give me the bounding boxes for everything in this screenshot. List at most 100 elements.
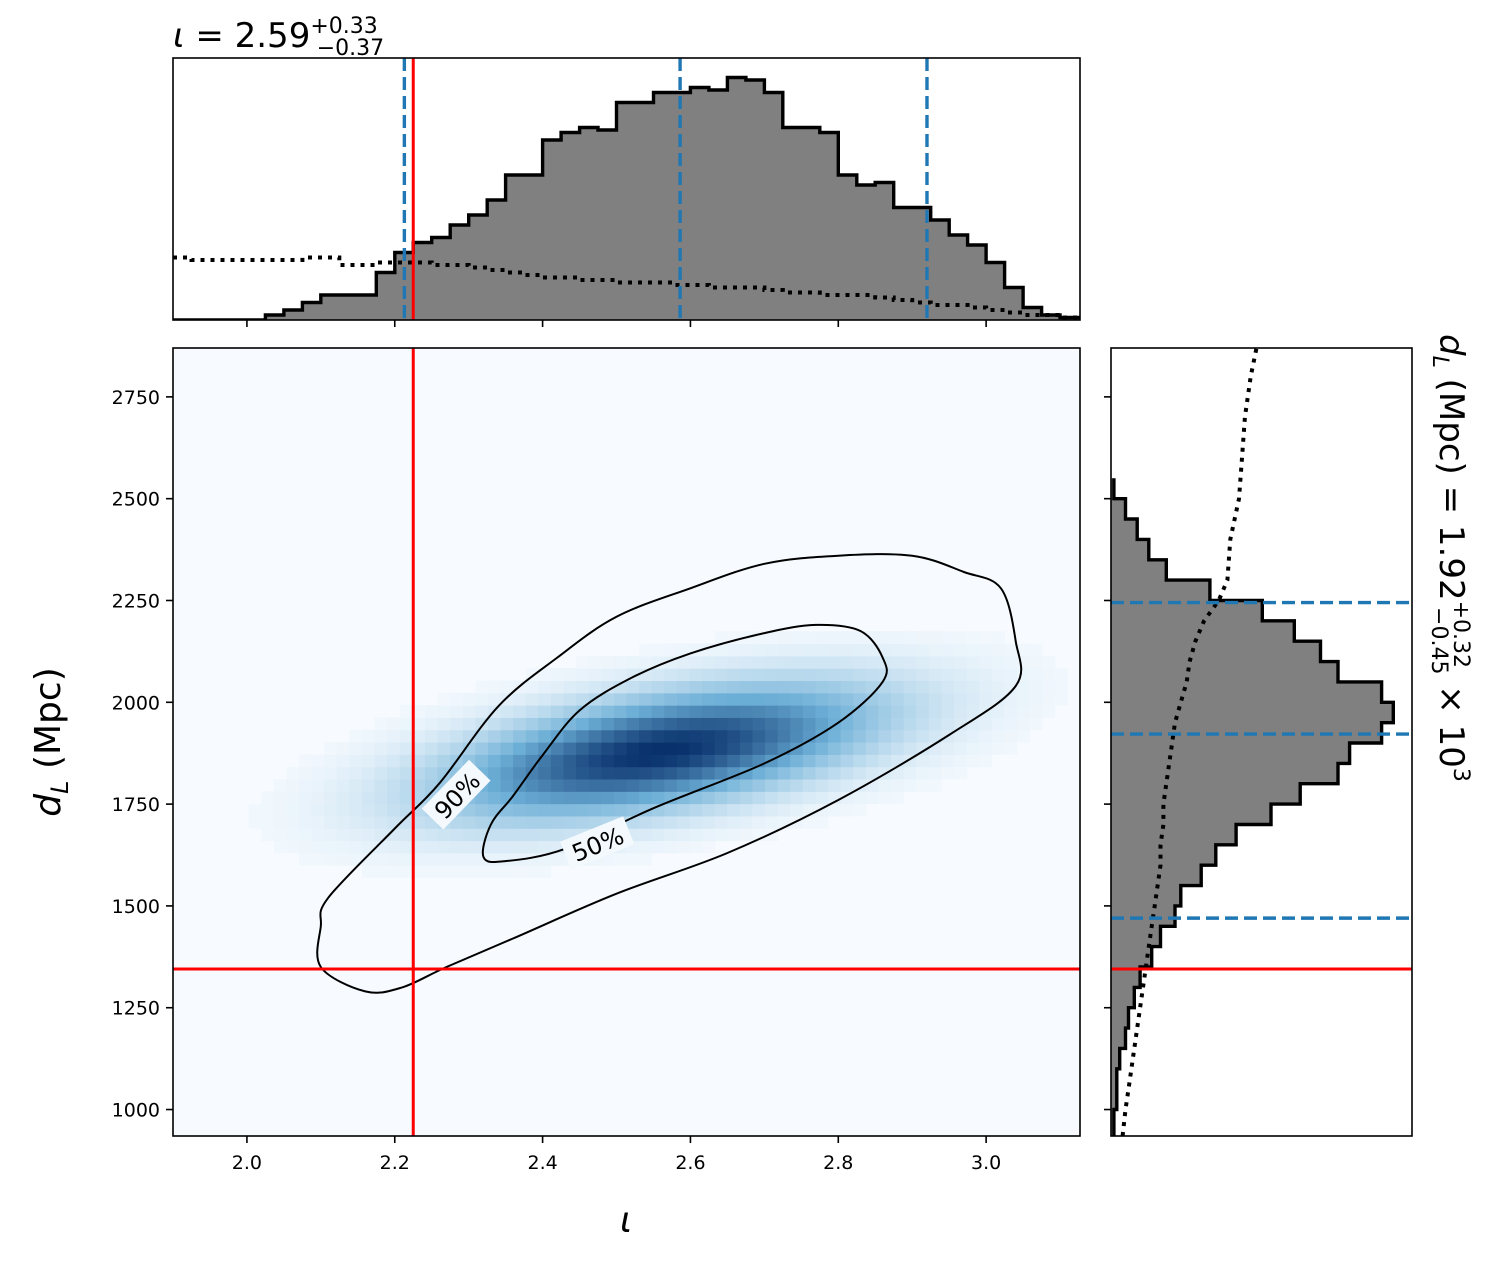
density-cell <box>702 828 716 842</box>
density-cell <box>979 754 993 768</box>
density-cell <box>752 791 766 805</box>
contour-50-line <box>481 623 888 864</box>
density-cell <box>664 692 678 706</box>
density-cell <box>916 668 930 682</box>
density-cell <box>777 803 791 817</box>
density-cell <box>739 729 754 743</box>
density-cell <box>916 742 930 755</box>
density-cell <box>714 668 728 682</box>
density-cell <box>676 803 691 817</box>
density-cell <box>626 852 640 866</box>
density-cell <box>286 815 300 829</box>
density-cell <box>1042 705 1056 718</box>
density-cell <box>979 742 993 755</box>
density-cell <box>891 742 905 755</box>
iota-title-symbol: ι <box>173 16 185 56</box>
density-cell <box>349 729 363 743</box>
density-cell <box>727 828 741 842</box>
density-cell <box>777 680 791 694</box>
density-cell <box>538 742 552 755</box>
density-cell <box>928 655 943 669</box>
density-cell <box>487 778 502 792</box>
density-cell <box>802 778 817 792</box>
density-cell <box>1004 742 1018 755</box>
density-cell <box>387 828 401 842</box>
density-cell <box>966 692 980 706</box>
density-cell <box>298 815 313 829</box>
density-cell <box>424 840 439 854</box>
density-cell <box>424 852 439 866</box>
density-cell <box>311 791 325 805</box>
density-cell <box>853 631 867 645</box>
density-cell <box>727 791 741 805</box>
density-cell <box>714 680 728 694</box>
density-cell <box>689 705 703 718</box>
density-cell <box>689 729 703 743</box>
density-cell <box>689 840 703 854</box>
density-cell <box>676 717 691 731</box>
density-cell <box>412 729 426 743</box>
density-cell <box>424 729 439 743</box>
density-cell <box>588 754 602 768</box>
density-cell <box>412 828 426 842</box>
density-cell <box>702 815 716 829</box>
density-cell <box>954 692 968 706</box>
density-cell <box>513 865 527 879</box>
density-cell <box>639 717 653 731</box>
density-cell <box>437 754 451 768</box>
density-cell <box>765 742 779 755</box>
density-cell <box>336 828 350 842</box>
density-cell <box>966 655 980 669</box>
density-cell <box>941 655 955 669</box>
density-cell <box>941 692 955 706</box>
distance-title-lower: −0.45 <box>1426 607 1451 674</box>
density-cell <box>765 692 779 706</box>
density-cell <box>891 729 905 743</box>
density-cell <box>828 766 842 780</box>
density-cell <box>437 742 451 755</box>
density-cell <box>664 815 678 829</box>
density-cell <box>853 692 867 706</box>
density-cell <box>790 655 804 669</box>
density-cell <box>324 803 338 817</box>
density-cell <box>1004 680 1018 694</box>
density-cell <box>399 803 413 817</box>
density-cell <box>601 766 615 780</box>
density-cell <box>752 729 766 743</box>
density-cell <box>324 852 338 866</box>
density-cell <box>538 766 552 780</box>
density-cell <box>538 717 552 731</box>
density-cell <box>525 754 539 768</box>
distance-title: dL (Mpc) = 1.92+0.32−0.45 × 103 <box>1426 334 1473 782</box>
density-cell <box>525 828 539 842</box>
density-cell <box>815 655 829 669</box>
density-cell <box>613 778 628 792</box>
density-cell <box>374 828 388 842</box>
density-cell <box>500 766 514 780</box>
density-cell <box>765 803 779 817</box>
density-cell <box>437 766 451 780</box>
density-cell <box>954 668 968 682</box>
density-cell <box>412 742 426 755</box>
density-cell <box>336 803 350 817</box>
density-cell <box>878 729 892 743</box>
distance-prior-line <box>1120 348 1259 1136</box>
density-cell <box>966 680 980 694</box>
density-cell <box>676 643 691 657</box>
density-cell <box>639 828 653 842</box>
density-cell <box>702 717 716 731</box>
density-cell <box>651 655 665 669</box>
density-cell <box>361 828 376 842</box>
density-cell <box>613 692 628 706</box>
density-cell <box>802 631 817 645</box>
density-cell <box>576 766 590 780</box>
density-cell <box>676 754 691 768</box>
density-cell <box>928 692 943 706</box>
density-cell <box>828 778 842 792</box>
density-cell <box>336 852 350 866</box>
density-cell <box>1029 655 1043 669</box>
density-cell <box>828 631 842 645</box>
density-cell <box>903 778 917 792</box>
density-cell <box>399 729 413 743</box>
density-cell <box>437 729 451 743</box>
